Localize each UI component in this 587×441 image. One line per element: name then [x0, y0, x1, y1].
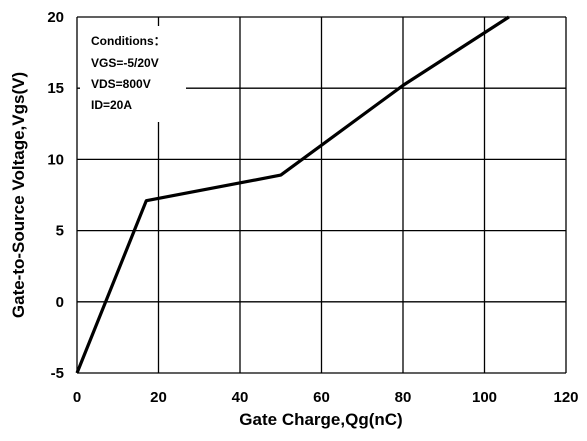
y-tick-labels: -5 0 5 10 15 20 — [47, 9, 64, 382]
series-line — [75, 15, 510, 374]
conditions-annotation: Conditions： VGS=-5/20V VDS=800V ID=20A — [91, 34, 166, 112]
x-tick-label: 20 — [150, 389, 167, 406]
x-tick-label: 80 — [395, 389, 412, 406]
series-layer — [75, 15, 510, 374]
x-tick-label: 0 — [73, 389, 81, 406]
y-tick-label: 5 — [56, 223, 64, 240]
condition-id: ID=20A — [91, 98, 132, 112]
annotation-box — [80, 26, 186, 122]
y-tick-label: 0 — [56, 294, 64, 311]
y-tick-label: -5 — [51, 365, 64, 382]
condition-vds: VDS=800V — [91, 77, 151, 91]
x-tick-label: 120 — [553, 389, 578, 406]
x-tick-label: 100 — [472, 389, 497, 406]
x-axis-title: Gate Charge,Qg(nC) — [239, 410, 402, 429]
y-tick-label: 15 — [47, 80, 64, 97]
y-tick-label: 10 — [47, 151, 64, 168]
x-tick-label: 40 — [232, 389, 249, 406]
conditions-title: Conditions： — [91, 34, 166, 48]
grid — [76, 16, 567, 374]
x-tick-labels: 0 20 40 60 80 100 120 — [73, 389, 579, 406]
y-tick-label: 20 — [47, 9, 64, 26]
y-axis-title: Gate-to-Source Voltage,Vgs(V) — [9, 72, 28, 318]
x-tick-label: 60 — [313, 389, 330, 406]
condition-vgs: VGS=-5/20V — [91, 56, 159, 70]
